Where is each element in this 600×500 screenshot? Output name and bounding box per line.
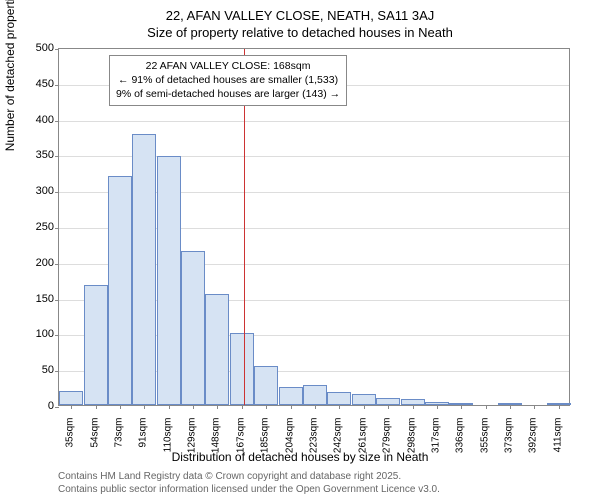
y-tick-mark: [55, 156, 59, 157]
chart-title-sub: Size of property relative to detached ho…: [0, 23, 600, 40]
x-tick-mark: [169, 405, 170, 409]
y-tick-label: 250: [36, 221, 54, 233]
histogram-bar: [230, 333, 254, 405]
histogram-bar: [205, 294, 229, 405]
histogram-bar: [181, 251, 205, 405]
x-tick-mark: [217, 405, 218, 409]
y-tick-mark: [55, 264, 59, 265]
histogram-bar: [327, 392, 351, 405]
x-tick-mark: [388, 405, 389, 409]
grid-line: [59, 121, 569, 122]
x-tick-label: 148sqm: [211, 418, 222, 478]
x-tick-mark: [193, 405, 194, 409]
y-tick-mark: [55, 228, 59, 229]
x-tick-mark: [242, 405, 243, 409]
x-tick-label: 392sqm: [528, 418, 539, 478]
x-tick-label: 373sqm: [504, 418, 515, 478]
x-tick-mark: [461, 405, 462, 409]
chart-container: 22, AFAN VALLEY CLOSE, NEATH, SA11 3AJ S…: [0, 0, 600, 500]
x-tick-mark: [71, 405, 72, 409]
y-tick-mark: [55, 49, 59, 50]
x-tick-mark: [559, 405, 560, 409]
y-tick-label: 400: [36, 114, 54, 126]
reference-info-box: 22 AFAN VALLEY CLOSE: 168sqm ← 91% of de…: [109, 55, 347, 106]
histogram-bar: [376, 398, 400, 405]
y-tick-label: 300: [36, 185, 54, 197]
x-tick-label: 336sqm: [455, 418, 466, 478]
histogram-bar: [84, 285, 108, 405]
y-tick-label: 200: [36, 257, 54, 269]
x-tick-mark: [413, 405, 414, 409]
histogram-bar: [254, 366, 278, 405]
info-line-1: 22 AFAN VALLEY CLOSE: 168sqm: [116, 59, 340, 73]
y-tick-label: 500: [36, 42, 54, 54]
histogram-bar: [132, 134, 156, 405]
footer-line-2: Contains public sector information licen…: [58, 483, 440, 496]
x-tick-label: 317sqm: [430, 418, 441, 478]
x-tick-label: 167sqm: [235, 418, 246, 478]
y-axis-label: Number of detached properties: [3, 0, 17, 151]
histogram-bar: [157, 156, 181, 405]
x-tick-mark: [534, 405, 535, 409]
histogram-bar: [303, 385, 327, 405]
y-tick-mark: [55, 407, 59, 408]
y-tick-mark: [55, 85, 59, 86]
y-tick-label: 350: [36, 149, 54, 161]
y-tick-label: 0: [48, 400, 54, 412]
x-tick-mark: [339, 405, 340, 409]
x-tick-label: 129sqm: [187, 418, 198, 478]
chart-title-main: 22, AFAN VALLEY CLOSE, NEATH, SA11 3AJ: [0, 0, 600, 23]
y-tick-mark: [55, 121, 59, 122]
histogram-bar: [279, 387, 303, 405]
histogram-bar: [352, 394, 376, 405]
x-tick-mark: [266, 405, 267, 409]
x-tick-label: 355sqm: [479, 418, 490, 478]
x-tick-label: 73sqm: [113, 418, 124, 478]
y-tick-label: 100: [36, 328, 54, 340]
y-tick-label: 50: [42, 364, 54, 376]
histogram-bar: [59, 391, 83, 405]
x-tick-mark: [510, 405, 511, 409]
x-tick-mark: [486, 405, 487, 409]
info-line-2: ← 91% of detached houses are smaller (1,…: [116, 73, 340, 87]
y-tick-mark: [55, 192, 59, 193]
x-tick-label: 204sqm: [284, 418, 295, 478]
x-tick-label: 411sqm: [552, 418, 563, 478]
x-tick-label: 298sqm: [406, 418, 417, 478]
x-tick-label: 279sqm: [382, 418, 393, 478]
x-tick-mark: [144, 405, 145, 409]
x-tick-label: 242sqm: [333, 418, 344, 478]
x-tick-mark: [96, 405, 97, 409]
plot-area: 22 AFAN VALLEY CLOSE: 168sqm ← 91% of de…: [58, 48, 570, 406]
x-tick-mark: [364, 405, 365, 409]
x-tick-mark: [437, 405, 438, 409]
y-tick-mark: [55, 300, 59, 301]
x-tick-label: 110sqm: [162, 418, 173, 478]
info-line-3: 9% of semi-detached houses are larger (1…: [116, 87, 340, 101]
x-tick-label: 223sqm: [309, 418, 320, 478]
x-tick-label: 91sqm: [138, 418, 149, 478]
x-tick-label: 185sqm: [260, 418, 271, 478]
y-tick-mark: [55, 371, 59, 372]
y-tick-label: 150: [36, 293, 54, 305]
x-tick-mark: [315, 405, 316, 409]
y-tick-label: 450: [36, 78, 54, 90]
x-tick-label: 54sqm: [89, 418, 100, 478]
histogram-bar: [108, 176, 132, 405]
y-tick-mark: [55, 335, 59, 336]
x-tick-label: 35sqm: [65, 418, 76, 478]
x-tick-mark: [120, 405, 121, 409]
x-tick-label: 261sqm: [357, 418, 368, 478]
x-tick-mark: [291, 405, 292, 409]
